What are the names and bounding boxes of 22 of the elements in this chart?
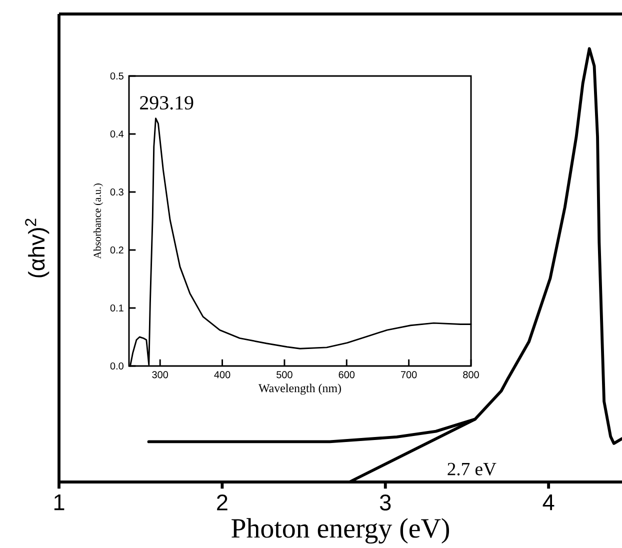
x-tick-label: 500 xyxy=(276,371,292,378)
x-axis-title: Wavelength (nm) xyxy=(258,384,341,395)
y-tick-label: 0.3 xyxy=(110,188,124,196)
x-tick-label: 400 xyxy=(214,371,230,378)
x-tick-label: 2 xyxy=(217,494,228,510)
y-axis-title: Absorbance (a.u.) xyxy=(93,184,104,259)
y-tick-label: 0.5 xyxy=(110,72,124,80)
x-tick-label: 1 xyxy=(54,494,64,510)
y-tick-label: 0.2 xyxy=(110,246,124,254)
x-tick-label: 700 xyxy=(401,371,417,378)
x-tick-label: 800 xyxy=(463,371,479,378)
annotation: 293.19 xyxy=(140,96,194,110)
x-tick-label: 300 xyxy=(152,371,168,378)
y-axis-title: (αhv)$^{2}$ xyxy=(25,218,50,278)
x-tick-label: 4 xyxy=(542,494,554,510)
y-tick-label: 0.1 xyxy=(110,304,124,312)
x-tick-label: 3 xyxy=(380,494,391,511)
x-tick-label: 600 xyxy=(338,371,355,378)
y-tick-label: 0.0 xyxy=(110,362,124,370)
x-axis-title: Photon energy (eV) xyxy=(232,518,450,544)
annotation: 2.7 eV xyxy=(448,462,496,476)
y-tick-label: 0.4 xyxy=(110,130,124,138)
